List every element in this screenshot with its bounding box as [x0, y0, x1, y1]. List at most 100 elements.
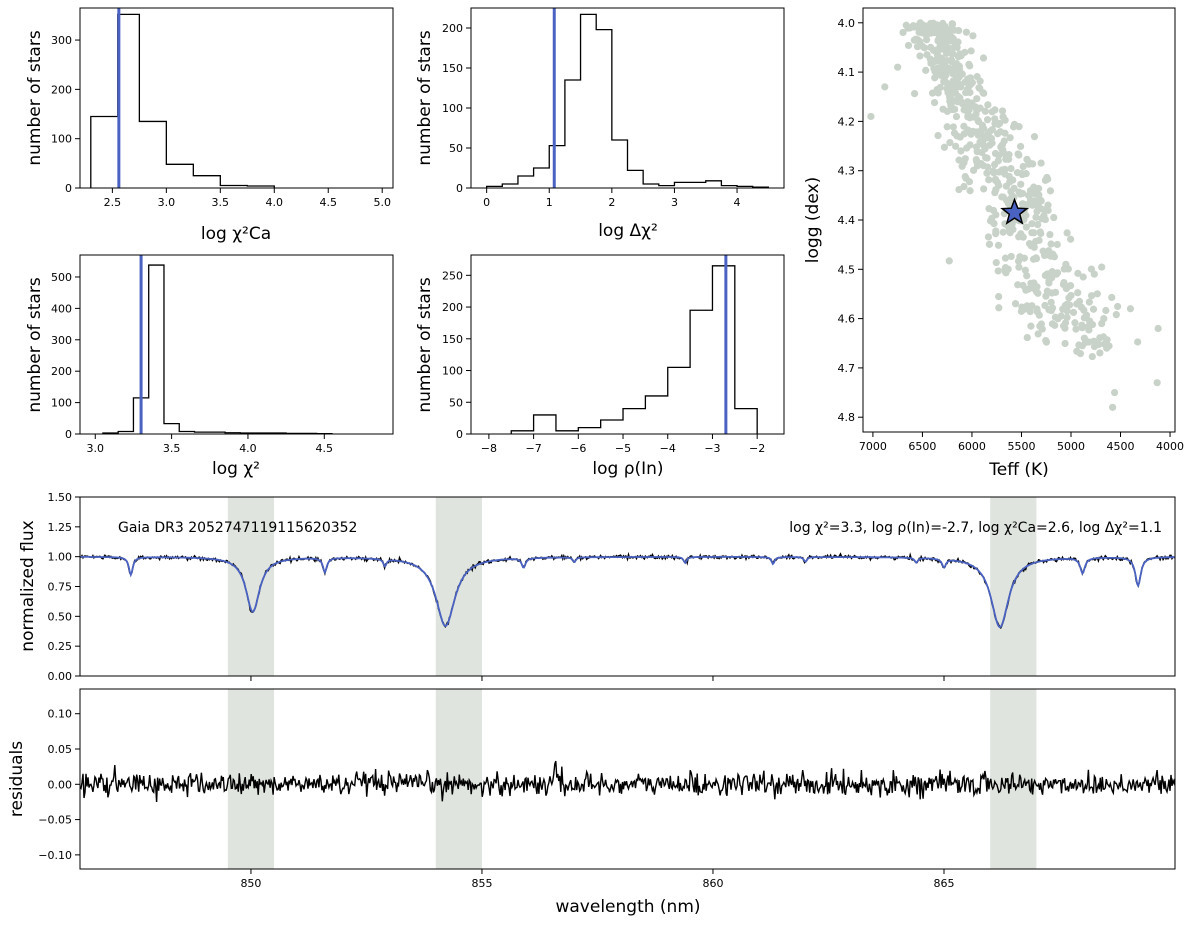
kiel-point — [996, 119, 1004, 127]
hist-delta-chi2-bars — [486, 13, 769, 188]
kiel-point — [1054, 315, 1062, 323]
kiel-point — [961, 104, 969, 113]
kiel-point — [971, 103, 979, 111]
kiel-point — [1078, 321, 1086, 329]
kiel-point — [980, 185, 988, 193]
kiel-point — [881, 83, 889, 91]
kiel-point — [899, 28, 907, 37]
kiel-point — [1037, 159, 1045, 167]
kiel-point — [1009, 176, 1017, 184]
hrho-bar — [578, 428, 600, 434]
kiel-point — [991, 175, 1000, 183]
kiel-ytick-label: 4.1 — [838, 66, 856, 79]
kiel-point — [1075, 341, 1083, 349]
kiel-point — [1048, 289, 1056, 297]
kiel-point — [1028, 220, 1036, 228]
kiel-point — [992, 227, 1000, 235]
kiel-point — [927, 26, 936, 35]
hdchi-bar — [518, 176, 534, 188]
hchi-ytick-label: 100 — [51, 397, 72, 410]
kiel-point — [978, 148, 986, 157]
kiel-point — [1030, 229, 1038, 237]
kiel-point — [988, 108, 996, 116]
kiel-point — [1114, 302, 1122, 311]
hist-chi2-panel: 3.0 3.5 4.0 4.5 0 100 200 300 400 500 log χ² num… — [25, 254, 394, 479]
hchi-xtick-label: 4.5 — [316, 442, 334, 455]
hrho-bar — [712, 266, 734, 434]
hdchi-bar — [690, 182, 706, 188]
gaia-id-label: Gaia DR3 2052747119115620352 — [118, 520, 357, 536]
kiel-point — [1085, 338, 1093, 346]
kiel-point — [1015, 263, 1023, 271]
kiel-point — [1036, 228, 1044, 236]
hchi-ytick-label: 0 — [65, 428, 72, 441]
spectrum-ytick-label: 1.00 — [48, 551, 73, 564]
kiel-point — [1034, 220, 1042, 229]
spectrum-y-ticks: 0.00 0.25 0.50 0.75 1.00 1.25 1.50 — [48, 491, 80, 683]
spectrum-ylabel: normalized flux — [18, 520, 38, 651]
kiel-point — [1006, 134, 1014, 142]
hdchi-ytick-label: 150 — [442, 62, 463, 75]
kiel-point — [969, 32, 977, 40]
kiel-point — [998, 107, 1007, 115]
hdchi-xtick-label: 0 — [483, 196, 490, 209]
kiel-point — [945, 30, 953, 38]
kiel-point — [1088, 352, 1096, 361]
kiel-point — [1110, 388, 1119, 397]
kiel-point — [995, 181, 1003, 190]
hist-chi2-ca-ylabel: number of stars — [25, 30, 45, 165]
kiel-point — [955, 156, 963, 164]
kiel-point — [1089, 305, 1098, 313]
kiel-point — [990, 169, 998, 177]
hist-delta-chi2-panel: 0 1 2 3 4 0 50 100 150 200 log Δχ² number of sta… — [415, 7, 785, 241]
hdchi-ytick-label: 100 — [442, 102, 463, 115]
kiel-point — [1001, 116, 1009, 124]
hchica-xtick-label: 4.5 — [319, 196, 337, 209]
kiel-point — [984, 101, 992, 109]
model-spectrum-line — [80, 556, 1175, 629]
kiel-point — [997, 143, 1005, 151]
hdchi-bar — [612, 140, 628, 188]
hist-delta-chi2-y-ticks: 0 50 100 150 200 — [442, 22, 471, 195]
hdchi-ytick-label: 50 — [449, 142, 463, 155]
kiel-point — [1037, 196, 1045, 204]
hrho-bar — [735, 409, 757, 434]
residuals-xtick-label: 850 — [240, 877, 261, 890]
hrho-xtick-label: −4 — [660, 442, 676, 455]
kiel-xtick-label: 4000 — [1156, 440, 1184, 453]
kiel-point — [961, 48, 969, 56]
kiel-point — [998, 166, 1006, 174]
kiel-point — [1047, 306, 1055, 315]
hdchi-bar — [549, 146, 565, 188]
kiel-point — [1051, 321, 1059, 329]
kiel-point — [1103, 344, 1111, 352]
kiel-point — [943, 56, 951, 65]
kiel-ytick-label: 4.0 — [838, 17, 856, 30]
kiel-point — [1025, 285, 1033, 293]
hist-rho-frame — [470, 254, 785, 435]
hdchi-step-outline — [486, 13, 769, 188]
kiel-point — [1066, 301, 1074, 309]
kiel-point — [949, 123, 957, 131]
kiel-point — [953, 83, 961, 91]
hchi-step-outline — [102, 264, 333, 435]
hist-chi2-bars — [102, 264, 333, 435]
residuals-panel: 850 855 860 865 −0.10 −0.05 0.00 0.05 0.10 wave… — [7, 688, 1176, 917]
kiel-point — [969, 127, 977, 135]
hchica-bar — [166, 164, 193, 188]
kiel-point — [1049, 250, 1057, 258]
hrho-bar — [668, 367, 690, 434]
kiel-point — [950, 43, 958, 51]
kiel-xtick-label: 5500 — [1007, 440, 1035, 453]
kiel-point — [949, 105, 958, 113]
kiel-point — [1059, 305, 1067, 313]
kiel-point — [1007, 188, 1015, 196]
kiel-point — [1047, 240, 1055, 248]
hchica-ytick-label: 100 — [51, 133, 72, 146]
kiel-point — [910, 90, 919, 98]
kiel-point — [961, 172, 969, 181]
hdchi-bar — [534, 168, 550, 188]
kiel-x-ticks: 7000 6500 6000 5500 5000 4500 4000 — [859, 432, 1184, 453]
kiel-point — [1096, 349, 1104, 357]
kiel-point — [1001, 129, 1009, 137]
